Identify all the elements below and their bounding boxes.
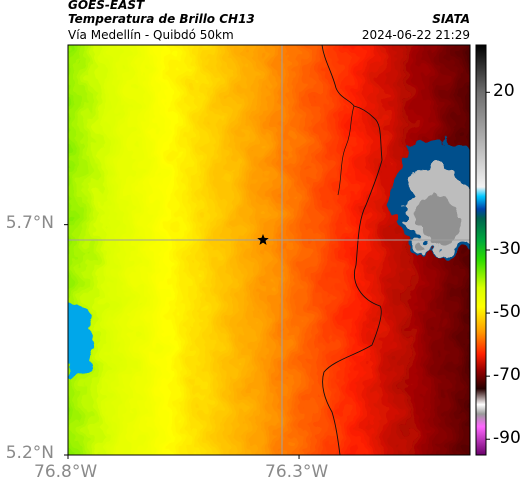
- warm-cloud-patch: [68, 295, 92, 375]
- region-subtitle: Vía Medellín - Quibdó 50km: [68, 28, 234, 42]
- field-strip: [417, 45, 424, 455]
- satellite-name: GOES-EAST: [68, 0, 145, 12]
- field-strip: [400, 45, 408, 455]
- field-strip: [322, 45, 329, 455]
- secondary-border: [337, 105, 355, 196]
- field-strip: [255, 45, 262, 455]
- field-strip: [131, 45, 139, 455]
- timestamp: 2024-06-22 21:29: [361, 28, 470, 42]
- field-strip: [115, 45, 122, 455]
- field-strip: [316, 45, 324, 455]
- field-strip: [378, 45, 385, 455]
- field-strip: [350, 45, 357, 455]
- field-strip: [137, 45, 145, 455]
- field-strip: [204, 45, 212, 455]
- field-strip: [288, 45, 296, 455]
- field-strip: [411, 45, 419, 455]
- field-strip: [467, 45, 470, 455]
- colorbar-tick-label: -70: [493, 365, 521, 386]
- field-strip: [462, 45, 469, 455]
- field-strip: [338, 45, 346, 455]
- field-strip: [154, 45, 161, 455]
- field-strip: [81, 45, 89, 455]
- field-strip: [266, 45, 273, 455]
- lat-tick-label: 5.2°N: [5, 443, 54, 463]
- field-strip: [299, 45, 307, 455]
- cold-core-contour: [416, 192, 460, 248]
- department-border: [321, 45, 383, 455]
- colorbar-tick-label: 20: [493, 81, 515, 102]
- field-strip: [98, 45, 105, 455]
- field-strip: [271, 45, 279, 455]
- field-strip: [282, 45, 290, 455]
- field-strip: [406, 45, 413, 455]
- lat-tick-label: 5.7°N: [5, 212, 54, 233]
- field-strip: [260, 45, 268, 455]
- field-strip: [333, 45, 340, 455]
- field-strip: [92, 45, 100, 455]
- field-strip: [143, 45, 150, 455]
- product-title: Temperatura de Brillo CH13: [68, 12, 255, 26]
- field-strip: [120, 45, 128, 455]
- field-strip: [148, 45, 156, 455]
- field-strip: [355, 45, 363, 455]
- field-strip: [126, 45, 133, 455]
- field-strip: [215, 45, 223, 455]
- field-strip: [165, 45, 173, 455]
- field-strip: [344, 45, 352, 455]
- lon-tick-label: 76.3°W: [265, 462, 329, 482]
- agency-label: SIATA: [432, 12, 470, 26]
- field-strip: [221, 45, 228, 455]
- field-strip: [171, 45, 178, 455]
- field-strip: [109, 45, 117, 455]
- brightness-temperature-field: [48, 25, 470, 475]
- field-strip: [372, 45, 380, 455]
- field-strip: [68, 45, 72, 455]
- field-strip: [294, 45, 301, 455]
- field-strip: [103, 45, 111, 455]
- colorbar-tick-label: -50: [493, 302, 521, 323]
- field-strip: [361, 45, 368, 455]
- field-strip: [182, 45, 189, 455]
- field-strip: [176, 45, 184, 455]
- field-strip: [238, 45, 245, 455]
- field-strip: [394, 45, 402, 455]
- map-frame: [67, 44, 471, 456]
- field-strip: [310, 45, 318, 455]
- field-strip: [199, 45, 206, 455]
- field-strip: [249, 45, 256, 455]
- field-strip: [187, 45, 195, 455]
- field-strip: [383, 45, 391, 455]
- field-strip: [389, 45, 396, 455]
- field-strip: [59, 25, 66, 475]
- field-strip: [227, 45, 234, 455]
- field-strip: [277, 45, 284, 455]
- location-star-icon: [257, 234, 269, 245]
- field-strip: [366, 45, 374, 455]
- field-strip: [243, 45, 251, 455]
- colorbar-tick-label: -90: [493, 428, 521, 449]
- field-strip: [210, 45, 217, 455]
- field-strip: [327, 45, 335, 455]
- field-strip: [75, 45, 83, 455]
- field-strip: [87, 45, 94, 455]
- field-strip: [193, 45, 200, 455]
- field-strip: [70, 45, 77, 455]
- colorbar: [475, 44, 487, 456]
- field-strip: [305, 45, 312, 455]
- colorbar-tick-label: -30: [493, 239, 521, 259]
- colorbar-ticks: [486, 91, 490, 440]
- lon-tick-label: 76.8°W: [34, 462, 98, 482]
- field-strip: [232, 45, 240, 455]
- field-strip: [54, 25, 61, 475]
- field-strip: [456, 45, 463, 455]
- field-strip: [48, 25, 55, 475]
- map-axis-ticks: [64, 224, 300, 459]
- border-lines: [321, 45, 383, 455]
- field-strip: [159, 45, 167, 455]
